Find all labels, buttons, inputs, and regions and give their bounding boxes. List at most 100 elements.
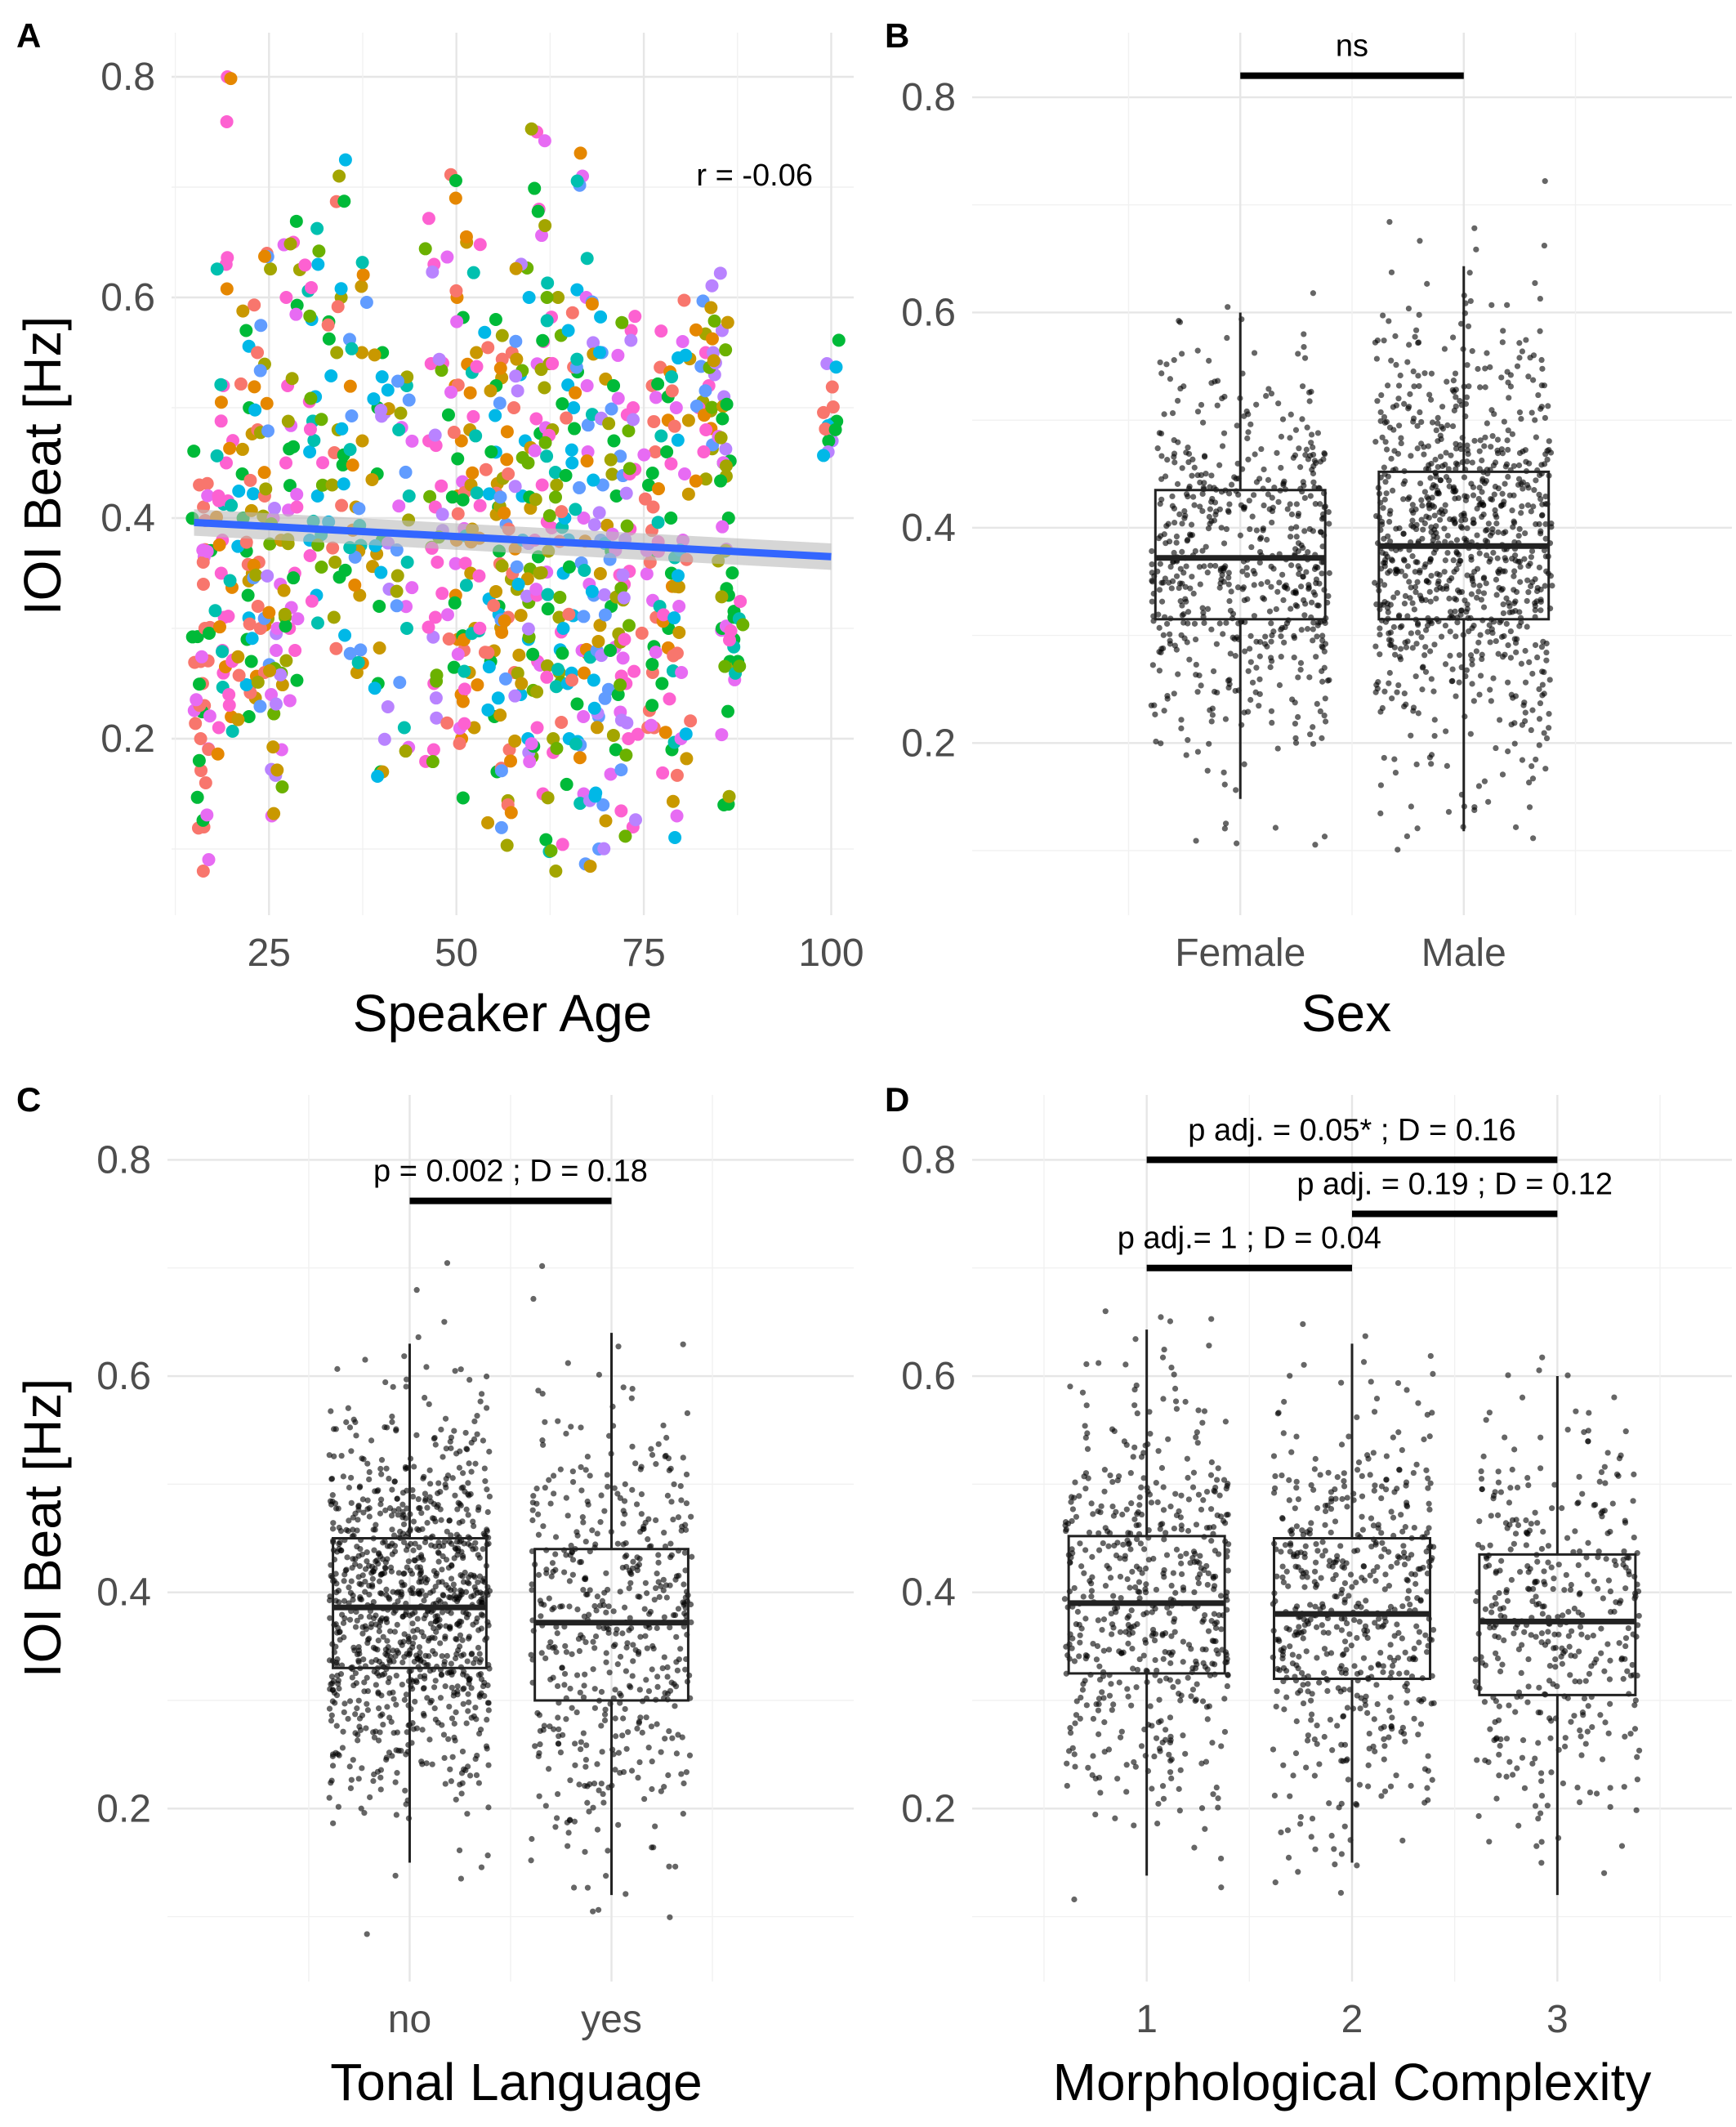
panel-d-point <box>1111 1513 1117 1519</box>
panel-d-point <box>1279 1472 1284 1478</box>
panel-c-point <box>465 1708 471 1714</box>
panel-d-point <box>1133 1764 1139 1770</box>
panel-b-point <box>1395 395 1401 401</box>
panel-b-point <box>1229 588 1234 594</box>
panel-b-point <box>1205 570 1211 575</box>
panel-b-point <box>1417 568 1423 574</box>
panel-d-point <box>1167 1318 1173 1324</box>
panel-c-point <box>650 1844 656 1850</box>
panel-b-point <box>1539 512 1545 518</box>
panel-a-point <box>573 751 587 764</box>
panel-c-point <box>482 1478 488 1484</box>
panel-c-point <box>451 1428 457 1434</box>
panel-d-point <box>1085 1446 1091 1452</box>
panel-b-point <box>1171 357 1177 363</box>
panel-b-point <box>1309 600 1314 605</box>
panel-c-point <box>346 1528 351 1534</box>
panel-c-point <box>377 1511 383 1517</box>
panel-b-point <box>1157 430 1163 436</box>
panel-a-point <box>597 842 610 856</box>
panel-b-point <box>1478 673 1484 678</box>
panel-b-point <box>1233 787 1238 793</box>
panel-c-point <box>347 1763 353 1769</box>
panel-c-point <box>386 1595 391 1601</box>
panel-b-point <box>1451 557 1457 563</box>
panel-b-point <box>1275 745 1281 751</box>
panel-c-point <box>646 1745 652 1750</box>
panel-d-point <box>1368 1516 1374 1522</box>
panel-a-point <box>248 298 261 311</box>
panel-b-point <box>1415 445 1421 451</box>
panel-b-point <box>1479 652 1485 658</box>
panel-b-point <box>1209 718 1215 724</box>
panel-c-point <box>552 1551 558 1557</box>
panel-d-point <box>1125 1641 1131 1647</box>
panel-b-point <box>1421 564 1427 570</box>
panel-c-point <box>466 1611 471 1617</box>
panel-a-point <box>457 717 471 731</box>
panel-c-point <box>649 1452 655 1458</box>
panel-b-point <box>1310 637 1315 643</box>
panel-b-point <box>1157 587 1163 592</box>
panel-c-point <box>477 1589 483 1595</box>
panel-b-point <box>1506 427 1511 433</box>
panel-c-point <box>590 1805 596 1811</box>
panel-b-point <box>1180 465 1185 471</box>
panel-c-point <box>630 1559 636 1565</box>
panel-d-point <box>1312 1579 1318 1584</box>
panel-c-point <box>460 1749 466 1754</box>
panel-d-point <box>1222 1729 1228 1735</box>
panel-d-point <box>1312 1773 1318 1779</box>
panel-c-point <box>440 1610 445 1615</box>
panel-b-point <box>1481 590 1487 596</box>
panel-c-point <box>393 1428 399 1433</box>
panel-c-point <box>455 1545 461 1551</box>
panel-b-point <box>1408 523 1414 529</box>
panel-a-point <box>498 507 511 520</box>
panel-a-point <box>279 619 292 632</box>
panel-d-point <box>1160 1740 1166 1745</box>
panel-d-point <box>1178 1767 1184 1773</box>
panel-b-point <box>1422 489 1428 494</box>
panel-a-point <box>344 443 357 456</box>
panel-a-point <box>303 445 316 458</box>
panel-c-point <box>663 1435 669 1441</box>
panel-b-point <box>1493 577 1499 583</box>
panel-b-point <box>1207 514 1212 520</box>
panel-d-point <box>1167 1610 1172 1615</box>
panel-c-point <box>457 1465 462 1471</box>
panel-d-point <box>1302 1554 1308 1560</box>
panel-b-point <box>1447 516 1453 522</box>
panel-a-point <box>511 384 524 397</box>
panel-b-point <box>1537 565 1542 570</box>
panel-c-point <box>671 1481 676 1487</box>
panel-a-point <box>197 578 210 591</box>
panel-b-point <box>1406 494 1412 500</box>
panel-c-point <box>550 1560 556 1566</box>
panel-a-point <box>355 280 368 293</box>
panel-a-point <box>323 333 336 346</box>
panel-b-point <box>1387 508 1393 514</box>
panel-b-point <box>1187 484 1193 489</box>
panel-c-point <box>681 1454 686 1460</box>
panel-b-point <box>1161 632 1167 638</box>
panel-b-point <box>1528 763 1534 769</box>
panel-b-point <box>1421 370 1427 376</box>
panel-a-point <box>538 219 551 232</box>
panel-d-point <box>1424 1785 1430 1791</box>
panel-c-point <box>597 1602 603 1608</box>
panel-c-point <box>401 1539 407 1545</box>
panel-d-point <box>1196 1492 1202 1498</box>
panel-b-point <box>1504 621 1510 627</box>
panel-c-point <box>400 1490 406 1495</box>
panel-a-point <box>193 754 206 767</box>
panel-d-point <box>1278 1548 1283 1554</box>
panel-a-point <box>640 567 654 580</box>
panel-b-point <box>1226 501 1232 507</box>
panel-c-point <box>329 1476 335 1481</box>
panel-c-point <box>565 1843 570 1849</box>
panel-b-point <box>1248 659 1254 665</box>
panel-d-point <box>1161 1796 1167 1802</box>
panel-c-point <box>464 1720 470 1726</box>
panel-c-point <box>623 1564 629 1570</box>
